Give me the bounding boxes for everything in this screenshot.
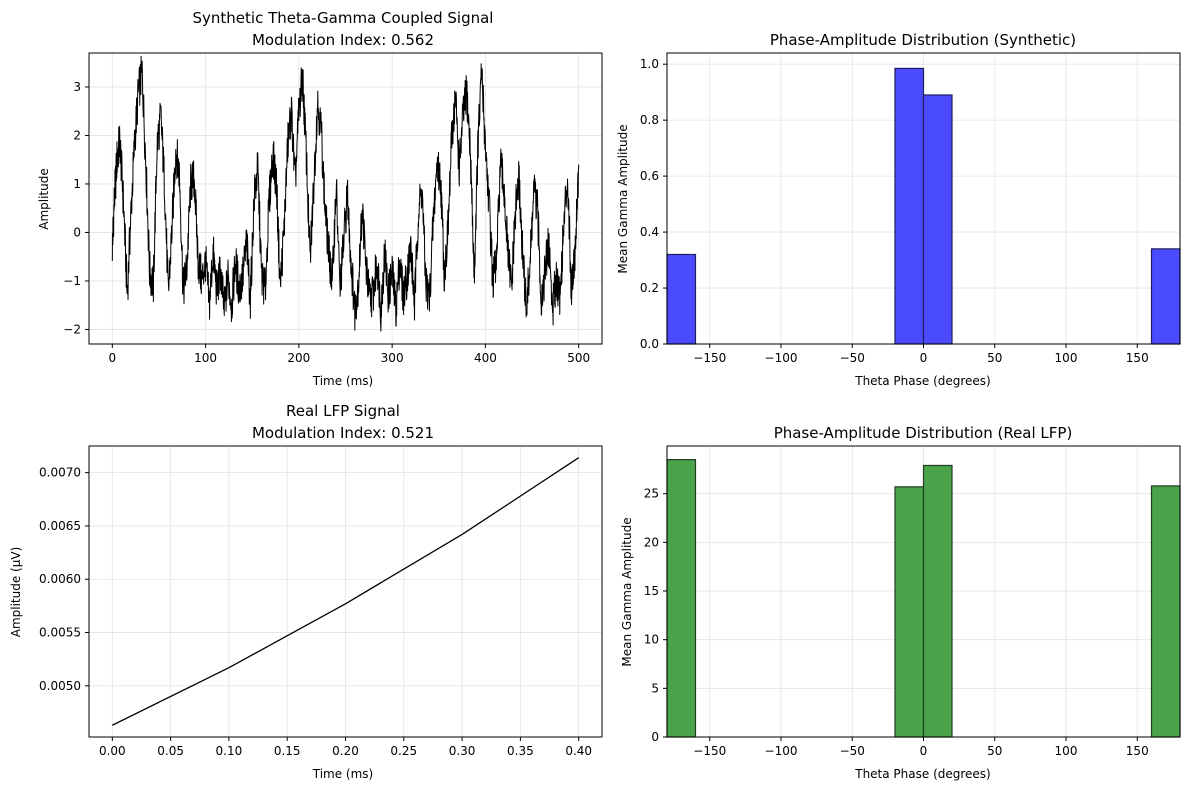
plot-area: −150 −100 −50 0 50 100 150 0 5 10 15 20 25 — [644, 445, 1181, 758]
plot-area: 0.00 0.05 0.10 0.15 0.20 0.25 0.30 0.35 0.40 0.00… — [39, 445, 603, 758]
y-axis-label: Mean Gamma Amplitude — [616, 124, 630, 273]
x-tick-label: 50 — [987, 744, 1002, 758]
x-tick-label: 0 — [920, 351, 928, 365]
y-tick-label: 0.8 — [640, 113, 659, 127]
x-tick-label: 0.40 — [565, 744, 592, 758]
y-tick-label: 0 — [73, 225, 81, 239]
y-axis-label: Amplitude (μV) — [9, 547, 23, 638]
x-tick-label: 100 — [1055, 744, 1078, 758]
plot-area: 0 100 200 300 400 500 −2 −1 0 1 2 3 — [63, 52, 603, 365]
x-tick-label: 100 — [194, 351, 217, 365]
y-axis-label: Mean Gamma Amplitude — [620, 517, 634, 666]
series-line — [112, 457, 580, 726]
y-tick-label: 0.0055 — [39, 626, 81, 640]
x-tick-label: 0.35 — [507, 744, 534, 758]
y-tick-label: 0.0050 — [39, 679, 81, 693]
y-tick-label: 20 — [644, 535, 659, 549]
y-tick-label: 2 — [73, 128, 81, 142]
y-tick-label: 0.0060 — [39, 572, 81, 586]
x-tick-label: −150 — [693, 351, 726, 365]
panel-synthetic-distribution: Phase-Amplitude Distribution (Synthetic)… — [616, 31, 1181, 388]
x-axis-label: Time (ms) — [312, 374, 374, 388]
x-tick-label: 500 — [567, 351, 590, 365]
x-tick-label: 0.25 — [390, 744, 417, 758]
x-tick-label: 0.05 — [157, 744, 184, 758]
y-tick-label: 0.0070 — [39, 466, 81, 480]
y-tick-label: 0.0065 — [39, 519, 81, 533]
chart-title: Synthetic Theta-Gamma Coupled Signal — [193, 9, 494, 27]
chart-subtitle: Modulation Index: 0.562 — [252, 31, 434, 49]
y-tick-label: 15 — [644, 584, 659, 598]
bar — [666, 459, 697, 738]
x-tick-label: −100 — [765, 744, 798, 758]
chart-title: Phase-Amplitude Distribution (Real LFP) — [774, 424, 1073, 442]
y-tick-label: 5 — [651, 681, 659, 695]
x-tick-label: −50 — [840, 744, 865, 758]
y-tick-label: 0.4 — [640, 225, 659, 239]
x-tick-label: −150 — [693, 744, 726, 758]
chart-title: Real LFP Signal — [286, 402, 400, 420]
y-tick-label: 25 — [644, 487, 659, 501]
panel-synthetic-signal: Synthetic Theta-Gamma Coupled Signal Mod… — [37, 9, 603, 388]
y-tick-label: −2 — [63, 322, 81, 336]
x-tick-label: 0.00 — [99, 744, 126, 758]
axes-frame — [88, 52, 603, 345]
x-tick-label: 100 — [1055, 351, 1078, 365]
panel-real-lfp-signal: Real LFP Signal Modulation Index: 0.521 … — [9, 402, 603, 781]
x-tick-label: 50 — [987, 351, 1002, 365]
bar — [922, 94, 953, 345]
x-axis-label: Time (ms) — [312, 767, 374, 781]
x-tick-label: −100 — [765, 351, 798, 365]
y-tick-label: 0.6 — [640, 169, 659, 183]
x-tick-label: 200 — [287, 351, 310, 365]
y-tick-label: 0 — [651, 730, 659, 744]
y-tick-label: 0.2 — [640, 281, 659, 295]
bar — [666, 253, 697, 345]
x-tick-label: 0.10 — [216, 744, 243, 758]
x-tick-label: 0 — [920, 744, 928, 758]
y-tick-label: 1 — [73, 177, 81, 191]
y-tick-label: 0.0 — [640, 337, 659, 351]
y-tick-label: 1.0 — [640, 57, 659, 71]
x-tick-label: 150 — [1126, 351, 1149, 365]
series-line — [111, 55, 580, 332]
x-axis-label: Theta Phase (degrees) — [854, 374, 991, 388]
bar — [922, 464, 953, 738]
x-tick-label: 0.15 — [274, 744, 301, 758]
bar — [1150, 248, 1181, 345]
x-axis-label: Theta Phase (degrees) — [854, 767, 991, 781]
y-axis-label: Amplitude — [37, 168, 51, 230]
bar — [894, 67, 925, 345]
x-tick-label: 0.30 — [449, 744, 476, 758]
y-tick-label: −1 — [63, 274, 81, 288]
x-tick-label: −50 — [840, 351, 865, 365]
chart-subtitle: Modulation Index: 0.521 — [252, 424, 434, 442]
panel-real-lfp-distribution: Phase-Amplitude Distribution (Real LFP) … — [620, 424, 1181, 781]
chart-title: Phase-Amplitude Distribution (Synthetic) — [770, 31, 1076, 49]
x-tick-label: 300 — [381, 351, 404, 365]
y-tick-label: 10 — [644, 633, 659, 647]
x-tick-label: 150 — [1126, 744, 1149, 758]
plot-area: −150 −100 −50 0 50 100 150 0.0 0.2 0.4 0.6 0.8 1.0 — [640, 52, 1181, 365]
bar — [1150, 485, 1181, 738]
y-tick-label: 3 — [73, 80, 81, 94]
x-tick-label: 0.20 — [332, 744, 359, 758]
bar — [894, 486, 925, 738]
x-tick-label: 0 — [108, 351, 116, 365]
x-tick-label: 400 — [474, 351, 497, 365]
